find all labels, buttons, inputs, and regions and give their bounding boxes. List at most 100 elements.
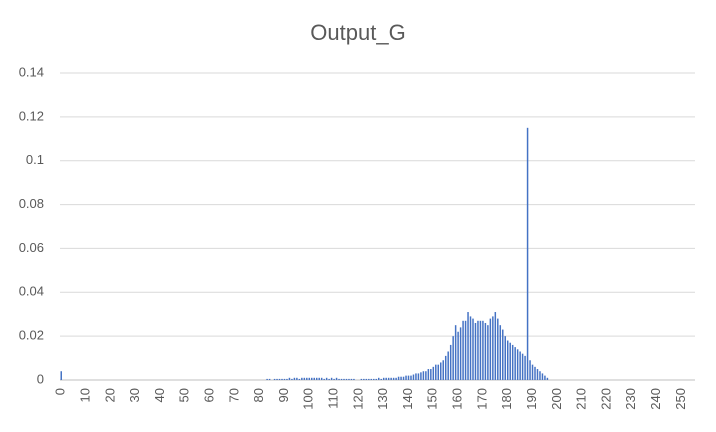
bar xyxy=(487,325,489,380)
y-tick-label: 0.06 xyxy=(19,240,44,255)
bar xyxy=(504,336,506,380)
bar xyxy=(452,336,454,380)
bar xyxy=(340,378,343,380)
bar xyxy=(330,377,333,380)
bar xyxy=(417,373,420,380)
chart-title: Output_G xyxy=(310,20,405,45)
bar xyxy=(313,377,315,380)
bar xyxy=(534,366,536,380)
bar xyxy=(343,378,345,380)
y-tick-label: 0 xyxy=(37,371,44,386)
x-tick-label: 240 xyxy=(648,388,663,410)
bar xyxy=(325,377,328,380)
bar xyxy=(531,364,534,380)
bar xyxy=(432,366,435,380)
bar xyxy=(541,373,544,380)
bar xyxy=(497,318,499,380)
bar xyxy=(422,371,425,380)
bar xyxy=(420,372,422,380)
bar xyxy=(405,375,407,380)
bar xyxy=(382,377,385,380)
bar xyxy=(407,375,410,380)
bar xyxy=(301,377,303,380)
bar xyxy=(519,351,521,380)
bar xyxy=(410,375,412,380)
bar xyxy=(521,353,524,380)
bar xyxy=(464,320,467,380)
bar xyxy=(345,378,348,380)
bar xyxy=(360,378,363,380)
bar xyxy=(442,360,444,380)
bar xyxy=(306,377,308,380)
x-tick-label: 140 xyxy=(400,388,415,410)
x-tick-label: 100 xyxy=(301,388,316,410)
bar xyxy=(288,377,291,380)
x-tick-label: 180 xyxy=(499,388,514,410)
bar xyxy=(444,355,447,380)
bar xyxy=(350,378,353,380)
bar xyxy=(318,377,320,380)
bar xyxy=(430,369,432,380)
bar xyxy=(308,377,311,380)
bar xyxy=(454,325,457,380)
bar xyxy=(385,377,387,380)
x-tick-label: 30 xyxy=(127,388,142,402)
x-tick-label: 230 xyxy=(623,388,638,410)
bar xyxy=(435,364,437,380)
x-tick-label: 60 xyxy=(202,388,217,402)
bar xyxy=(392,377,395,380)
y-tick-label: 0.12 xyxy=(19,108,44,123)
x-tick-label: 170 xyxy=(474,388,489,410)
bar xyxy=(283,378,286,380)
bar xyxy=(390,377,392,380)
bar xyxy=(320,377,323,380)
x-tick-label: 200 xyxy=(549,388,564,410)
bar xyxy=(472,318,474,380)
bar xyxy=(499,325,502,380)
bar xyxy=(276,378,278,380)
bar xyxy=(298,378,301,380)
bar xyxy=(387,377,390,380)
bar xyxy=(338,378,340,380)
bar xyxy=(449,344,452,380)
bar xyxy=(415,373,417,380)
bar xyxy=(474,322,477,380)
y-tick-label: 0.14 xyxy=(19,64,44,79)
bar xyxy=(373,378,375,380)
bar xyxy=(502,329,504,380)
bar xyxy=(526,127,529,380)
x-tick-label: 80 xyxy=(251,388,266,402)
x-tick-label: 190 xyxy=(524,388,539,410)
bar xyxy=(291,378,293,380)
bar xyxy=(402,376,405,380)
bar xyxy=(286,378,288,380)
bar xyxy=(368,378,370,380)
bar xyxy=(353,378,355,380)
x-tick-label: 120 xyxy=(350,388,365,410)
bar xyxy=(380,378,382,380)
y-tick-label: 0.02 xyxy=(19,328,44,343)
bar xyxy=(482,320,484,380)
bar xyxy=(370,378,373,380)
bar xyxy=(377,377,380,380)
bar xyxy=(457,331,459,380)
bar xyxy=(273,378,276,380)
bar xyxy=(293,377,296,380)
bar xyxy=(509,342,511,380)
bar xyxy=(489,318,492,380)
bar xyxy=(492,316,494,380)
bar xyxy=(539,371,541,380)
y-tick-label: 0.04 xyxy=(19,284,44,299)
x-tick-label: 250 xyxy=(673,388,688,410)
bar xyxy=(459,327,462,380)
x-tick-label: 70 xyxy=(226,388,241,402)
bar xyxy=(375,378,378,380)
bar xyxy=(397,376,400,380)
bar xyxy=(524,355,526,380)
bar xyxy=(514,347,516,380)
y-tick-label: 0.08 xyxy=(19,196,44,211)
bar xyxy=(335,377,338,380)
bar xyxy=(412,374,415,380)
bar xyxy=(546,377,549,380)
